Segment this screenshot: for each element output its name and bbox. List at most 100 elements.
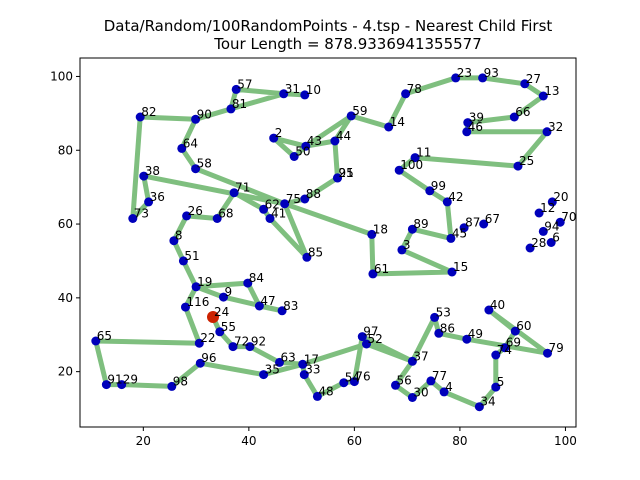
city-point-33 [299,370,309,380]
city-point-68 [212,214,222,223]
city-point-69 [500,343,510,353]
city-label-41: 41 [271,207,286,221]
city-point-37 [407,356,417,366]
city-label-10: 10 [306,83,321,97]
city-point-84 [243,278,253,288]
city-point-65 [91,336,101,346]
city-point-36 [144,197,154,207]
x-tick-label-20: 20 [136,434,151,448]
city-point-74 [491,350,501,360]
city-label-31: 31 [285,82,300,96]
city-point-67 [479,219,489,229]
city-label-75: 75 [286,192,301,206]
city-label-39: 39 [469,111,484,125]
city-point-89 [407,224,417,234]
city-label-100: 100 [400,158,423,172]
city-label-84: 84 [249,271,264,285]
city-label-32: 32 [548,120,563,134]
city-point-59 [346,111,356,121]
city-label-79: 79 [549,341,564,355]
city-label-66: 66 [515,105,530,119]
city-label-2: 2 [275,126,283,140]
city-label-34: 34 [480,395,495,409]
city-label-82: 82 [141,105,156,119]
city-label-49: 49 [468,327,483,341]
city-label-54: 54 [345,371,360,385]
city-label-58: 58 [197,157,212,171]
city-point-14 [384,122,394,132]
city-label-19: 19 [197,275,212,289]
city-label-21: 21 [339,166,354,180]
city-point-86 [434,328,444,338]
city-label-62: 62 [265,197,280,211]
city-point-73 [128,214,138,223]
city-point-35 [259,370,269,380]
city-point-54 [339,378,349,388]
city-point-64 [177,143,187,153]
city-label-55: 55 [221,320,236,334]
city-label-20: 20 [553,190,568,204]
city-label-60: 60 [516,319,531,333]
city-point-26 [182,211,192,221]
city-label-94: 94 [544,219,559,233]
city-label-37: 37 [413,349,428,363]
city-label-57: 57 [237,77,252,91]
city-point-28 [525,243,535,253]
y-tick-label-60: 60 [58,217,73,231]
city-label-30: 30 [413,386,428,400]
city-point-57 [231,84,241,94]
y-tick-label-100: 100 [50,69,73,83]
city-point-98 [167,381,177,391]
city-label-25: 25 [519,154,534,168]
city-point-49 [462,334,472,344]
city-point-30 [407,393,417,402]
chart-title-line1: Data/Random/100RandomPoints - 4.tsp - Ne… [104,17,553,35]
city-label-69: 69 [506,336,521,350]
city-label-95: 95 [339,166,354,180]
city-point-58 [191,164,201,174]
city-label-88: 88 [306,187,321,201]
city-label-28: 28 [531,236,546,250]
city-label-93: 93 [484,66,499,80]
city-point-62 [259,204,269,214]
x-tick-label-60: 60 [347,434,362,448]
city-point-81 [226,104,236,114]
city-label-59: 59 [352,104,367,118]
x-tick-label-100: 100 [554,434,577,448]
city-label-50: 50 [295,145,310,159]
city-label-17: 17 [304,352,319,366]
city-point-27 [520,79,530,89]
city-point-20 [547,197,557,207]
city-point-18 [367,229,377,239]
city-label-22: 22 [200,331,215,345]
city-point-96 [195,358,205,368]
city-label-48: 48 [318,384,333,398]
city-point-85 [302,252,312,262]
city-point-21 [333,173,342,183]
city-point-15 [447,267,457,277]
city-point-87 [459,223,469,233]
city-label-13: 13 [544,84,559,98]
city-label-78: 78 [407,82,422,96]
city-point-82 [135,112,145,122]
city-label-38: 38 [145,164,160,178]
city-point-6 [546,238,556,247]
city-label-18: 18 [373,222,388,236]
city-label-51: 51 [184,249,199,263]
city-point-50 [289,152,299,161]
city-point-40 [484,305,494,315]
city-label-71: 71 [235,181,250,195]
city-point-42 [442,197,452,207]
city-point-56 [391,380,400,390]
city-point-47 [254,301,264,311]
city-label-85: 85 [308,245,323,259]
city-label-83: 83 [283,299,298,313]
city-point-94 [538,226,548,236]
city-point-43 [301,141,311,151]
city-label-52: 52 [368,332,383,346]
city-point-75 [280,199,290,209]
city-label-96: 96 [201,351,216,365]
city-label-67: 67 [485,212,500,226]
